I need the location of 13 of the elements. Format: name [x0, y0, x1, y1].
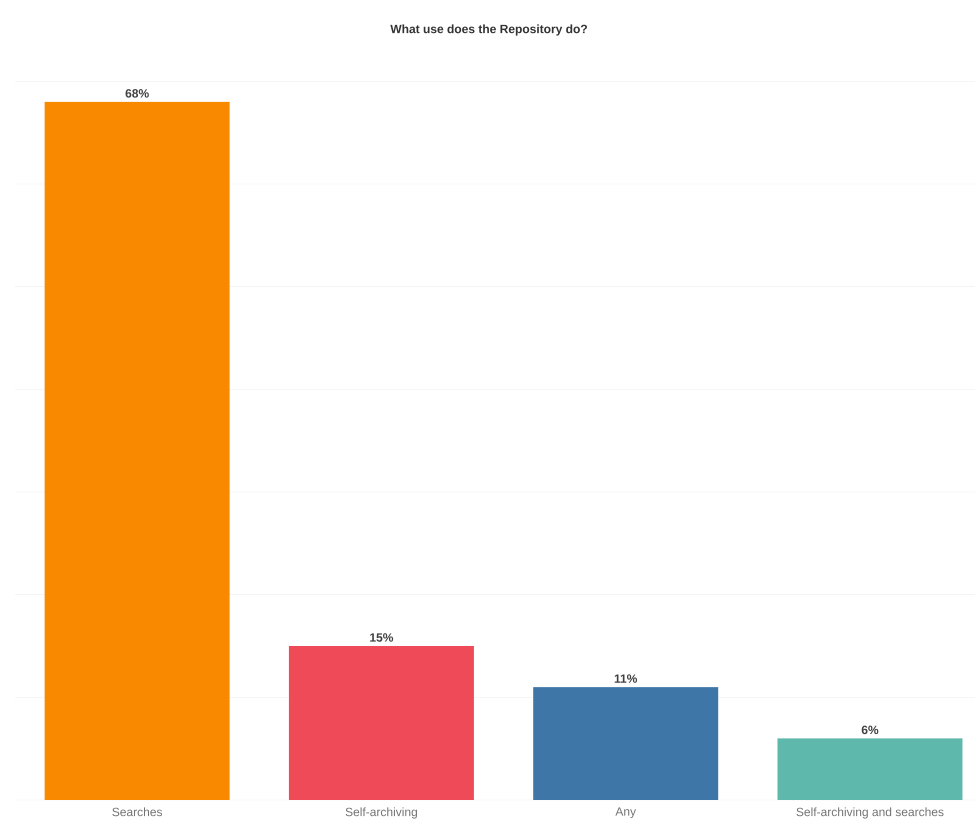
data-label: 68%: [126, 89, 149, 98]
bar: [288, 646, 474, 800]
data-label: 11%: [614, 674, 638, 683]
bar: [777, 738, 962, 800]
chart-title: What use does the Repository do?: [390, 24, 587, 36]
data-label: 6%: [862, 726, 878, 734]
bar: [44, 102, 230, 800]
x-tick-label: Self-archiving: [346, 807, 417, 819]
bar: [533, 687, 718, 800]
x-tick-label: Searches: [112, 807, 162, 816]
data-label: 15%: [370, 633, 394, 642]
x-tick-label: Any: [615, 807, 636, 818]
x-tick-label: Self-archiving and searches: [796, 807, 944, 819]
